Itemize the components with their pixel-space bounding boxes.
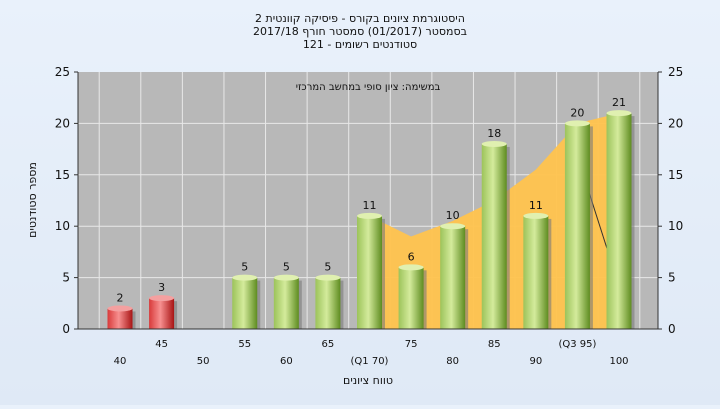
y-tick-label-left: 20 [55,116,70,130]
x-tick-label: 65 [322,339,335,350]
value-label: 6 [408,250,415,263]
y-axis-label: מספר סטודנטים [26,162,39,238]
y-tick-label-right: 15 [668,168,683,182]
chart-title-line-3: סטודנטים רשומים - 121 [303,38,417,51]
bar-90 [523,212,552,329]
bar-rect [523,215,549,329]
bar-55 [232,274,261,329]
bar-rect [232,277,258,329]
bar-85 [481,140,510,329]
bar-45 [149,295,178,329]
bar-rect [149,298,175,329]
value-label: 5 [283,261,290,274]
bars [107,110,635,330]
y-tick-label-left: 15 [55,168,70,182]
bar-top [398,264,424,271]
y-tick-label-right: 10 [668,219,683,233]
bar-top [107,305,133,312]
x-tick-label: 85 [488,339,501,350]
bar-40 [107,305,136,329]
bar-rect [440,226,466,329]
bar-rect [398,267,424,329]
bar-rect [107,308,133,329]
x-tick-label: (Q3 95) [558,339,596,350]
y-tick-label-left: 5 [62,271,70,285]
bar-rect [273,277,299,329]
x-tick-label: 55 [238,339,251,350]
value-label: 21 [612,96,626,109]
bar-top [440,223,466,230]
bar-(Q3 95) [564,120,593,330]
chart-title: היסטוגרמת ציונים בקורס - פיסיקה קוונטית … [253,12,467,51]
chart-title-line-2: בסמסטר (01/2017) סמסטר חורף 2017/18 [253,25,467,38]
bar-rect [481,143,507,329]
x-tick-label: 75 [405,339,418,350]
y-tick-label-left: 0 [62,322,70,336]
value-label: 11 [529,199,543,212]
bar-(Q1 70) [357,212,385,329]
value-label: 20 [570,106,584,119]
x-axis-label: טווח ציונים [343,374,393,387]
bar-top [357,212,382,219]
y-tick-label-right: 25 [668,65,683,79]
x-tick-label: (Q1 70) [351,356,389,367]
bar-top [273,274,299,281]
bar-100 [606,110,635,330]
y-tick-label-right: 20 [668,116,683,130]
x-tick-label: 40 [114,356,127,367]
bar-60 [273,274,302,329]
value-label: 11 [363,199,377,212]
value-label: 18 [487,127,501,140]
bar-top [481,140,507,147]
x-tick-label: 80 [446,356,459,367]
x-tick-label: 45 [155,339,168,350]
bar-top [564,120,590,127]
bar-top [606,110,632,117]
value-label: 5 [324,261,331,274]
y-tick-labels-right: 0 5 10 15 20 25 [658,65,683,336]
y-tick-label-left: 25 [55,65,70,79]
value-label: 5 [241,261,248,274]
x-tick-label: 90 [529,356,542,367]
chart-annotation: במשימה: ציון סופי במחשב המרכזי [296,82,441,93]
bar-top [315,274,341,281]
value-label: 10 [446,209,460,222]
value-label: 3 [158,281,165,294]
x-tick-label: 50 [197,356,210,367]
bar-rect [315,277,341,329]
chart-title-line-1: היסטוגרמת ציונים בקורס - פיסיקה קוונטית … [255,12,465,25]
y-tick-label-right: 5 [668,271,676,285]
y-tick-label-left: 10 [55,219,70,233]
value-labels: 2 3 5 5 5 11 6 10 18 11 20 21 [117,96,627,304]
x-tick-label: 60 [280,356,293,367]
bar-top [149,295,175,302]
bar-rect [357,215,382,329]
y-tick-label-right: 0 [668,322,676,336]
bar-top [523,212,549,219]
value-label: 2 [117,291,124,304]
bar-65 [315,274,344,329]
x-tick-labels: 40 45 50 55 60 65 (Q1 70) 75 80 85 90 (Q3 95) 100 [114,339,629,367]
bar-rect [564,123,590,330]
bar-top [232,274,258,281]
bar-75 [398,264,427,329]
bar-rect [606,113,632,330]
bar-80 [440,223,469,329]
x-tick-label: 100 [609,356,628,367]
y-tick-labels-left: 0 5 10 15 20 25 [55,65,78,336]
